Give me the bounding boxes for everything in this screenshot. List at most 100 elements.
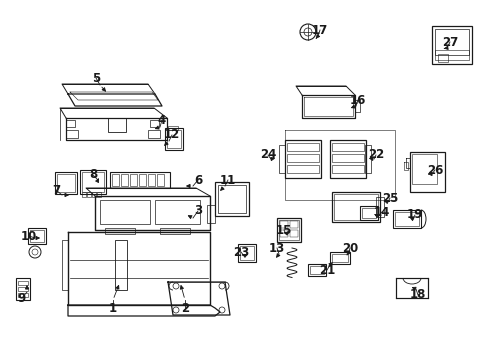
Bar bbox=[18, 287, 28, 291]
Bar bbox=[66, 130, 78, 138]
Bar bbox=[361, 208, 375, 218]
Bar bbox=[115, 240, 127, 290]
Bar bbox=[309, 266, 324, 274]
Bar bbox=[148, 130, 160, 138]
Bar bbox=[139, 174, 146, 186]
Text: 3: 3 bbox=[194, 204, 202, 217]
Text: 13: 13 bbox=[268, 242, 285, 255]
Text: 19: 19 bbox=[406, 208, 422, 221]
Bar bbox=[130, 174, 137, 186]
Bar bbox=[97, 192, 101, 197]
Bar bbox=[57, 174, 75, 192]
Bar bbox=[100, 200, 150, 224]
Bar bbox=[289, 221, 297, 228]
Bar bbox=[167, 130, 181, 148]
Bar bbox=[280, 221, 287, 228]
Text: 21: 21 bbox=[318, 264, 334, 276]
Text: 4: 4 bbox=[158, 113, 166, 126]
Bar bbox=[87, 192, 91, 197]
Text: 27: 27 bbox=[441, 36, 457, 49]
Bar bbox=[434, 50, 468, 60]
Text: 26: 26 bbox=[426, 163, 442, 176]
Bar bbox=[375, 197, 383, 217]
Bar bbox=[331, 254, 347, 262]
Bar bbox=[148, 174, 155, 186]
Bar bbox=[307, 264, 325, 276]
Bar bbox=[411, 154, 436, 184]
Text: 23: 23 bbox=[232, 246, 248, 258]
Bar bbox=[110, 172, 170, 188]
Bar bbox=[240, 246, 253, 260]
Bar bbox=[279, 220, 298, 240]
Bar bbox=[331, 143, 363, 151]
Bar bbox=[164, 128, 183, 150]
Bar bbox=[150, 120, 159, 127]
Bar bbox=[437, 54, 447, 62]
Bar bbox=[155, 200, 200, 224]
Text: 11: 11 bbox=[220, 174, 236, 186]
Bar bbox=[238, 244, 256, 262]
Text: 20: 20 bbox=[341, 242, 357, 255]
Bar bbox=[121, 174, 128, 186]
Bar bbox=[394, 212, 418, 226]
Bar bbox=[105, 228, 135, 234]
Bar bbox=[359, 206, 377, 220]
Text: 15: 15 bbox=[275, 224, 292, 237]
Bar bbox=[108, 118, 126, 132]
Bar bbox=[280, 230, 287, 237]
Bar bbox=[331, 154, 363, 162]
Bar bbox=[289, 230, 297, 237]
Text: 18: 18 bbox=[409, 288, 426, 302]
Bar bbox=[331, 192, 379, 222]
Bar bbox=[160, 228, 190, 234]
Bar bbox=[18, 293, 28, 297]
Bar bbox=[218, 185, 245, 213]
Bar bbox=[215, 182, 248, 216]
Text: 24: 24 bbox=[259, 148, 276, 162]
Text: 12: 12 bbox=[163, 129, 180, 141]
Text: 8: 8 bbox=[89, 168, 97, 181]
Bar bbox=[331, 165, 363, 173]
Bar bbox=[286, 165, 318, 173]
Bar bbox=[286, 143, 318, 151]
Bar bbox=[206, 205, 215, 223]
Bar bbox=[285, 140, 320, 178]
Bar bbox=[279, 145, 285, 173]
Bar bbox=[364, 145, 370, 173]
Bar bbox=[333, 194, 377, 220]
Bar bbox=[392, 210, 420, 228]
Text: 25: 25 bbox=[381, 192, 397, 204]
Text: 22: 22 bbox=[367, 148, 384, 162]
Text: 7: 7 bbox=[52, 184, 60, 197]
Bar bbox=[329, 252, 349, 264]
Bar bbox=[276, 218, 301, 242]
Bar bbox=[66, 120, 75, 127]
Bar bbox=[18, 281, 28, 285]
Bar bbox=[329, 140, 365, 178]
Bar bbox=[286, 154, 318, 162]
Text: 17: 17 bbox=[311, 23, 327, 36]
Text: 6: 6 bbox=[193, 174, 202, 186]
Bar bbox=[168, 126, 178, 130]
Text: 10: 10 bbox=[21, 230, 37, 243]
Bar bbox=[409, 152, 444, 192]
Text: 1: 1 bbox=[109, 302, 117, 315]
Bar bbox=[82, 172, 104, 192]
Bar bbox=[30, 230, 44, 242]
Bar bbox=[92, 192, 96, 197]
Bar bbox=[82, 192, 86, 197]
Bar bbox=[112, 174, 119, 186]
Text: 5: 5 bbox=[92, 72, 100, 85]
Text: 16: 16 bbox=[349, 94, 366, 107]
Text: 9: 9 bbox=[18, 292, 26, 305]
Bar bbox=[434, 29, 468, 55]
Bar bbox=[28, 228, 46, 244]
Bar bbox=[431, 26, 471, 64]
Text: 2: 2 bbox=[181, 302, 189, 315]
Bar bbox=[55, 172, 77, 194]
Bar bbox=[80, 170, 106, 194]
Bar bbox=[16, 278, 30, 300]
Bar bbox=[395, 278, 427, 298]
Text: 14: 14 bbox=[373, 206, 389, 219]
Bar bbox=[157, 174, 163, 186]
